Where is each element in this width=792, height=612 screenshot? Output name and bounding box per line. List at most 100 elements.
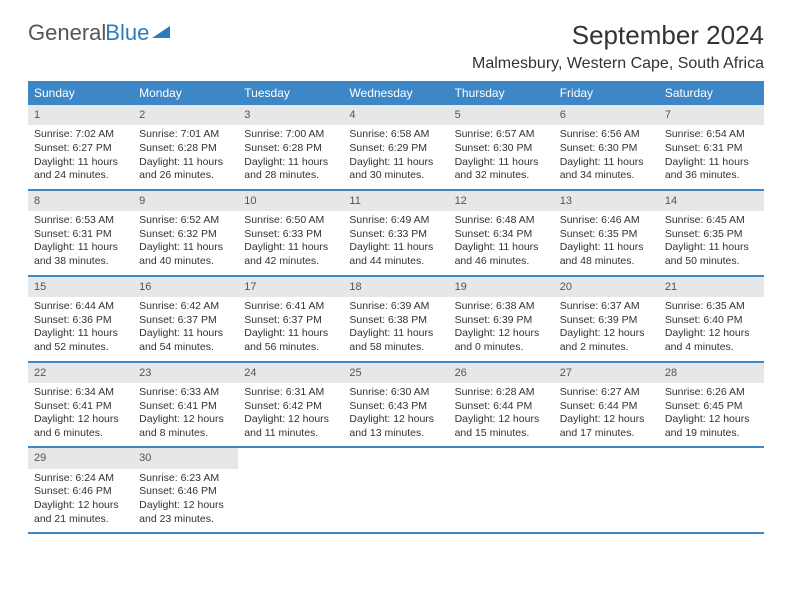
sunset-line: Sunset: 6:37 PM <box>139 314 232 328</box>
day-cell: 6Sunrise: 6:56 AMSunset: 6:30 PMDaylight… <box>554 105 659 189</box>
sunrise-line: Sunrise: 7:02 AM <box>34 128 127 142</box>
day-number: 5 <box>449 105 554 125</box>
day-body: Sunrise: 6:58 AMSunset: 6:29 PMDaylight:… <box>343 125 448 189</box>
day-body: Sunrise: 6:42 AMSunset: 6:37 PMDaylight:… <box>133 297 238 361</box>
sunrise-line: Sunrise: 6:49 AM <box>349 214 442 228</box>
sunrise-line: Sunrise: 6:39 AM <box>349 300 442 314</box>
sunrise-line: Sunrise: 6:31 AM <box>244 386 337 400</box>
location-subtitle: Malmesbury, Western Cape, South Africa <box>472 55 764 73</box>
daylight-line: Daylight: 11 hours and 44 minutes. <box>349 241 442 268</box>
day-body: Sunrise: 7:02 AMSunset: 6:27 PMDaylight:… <box>28 125 133 189</box>
dow-label: Monday <box>133 81 238 105</box>
daylight-line: Daylight: 12 hours and 11 minutes. <box>244 413 337 440</box>
day-number: 18 <box>343 277 448 297</box>
daylight-line: Daylight: 12 hours and 8 minutes. <box>139 413 232 440</box>
daylight-line: Daylight: 11 hours and 38 minutes. <box>34 241 127 268</box>
sunset-line: Sunset: 6:42 PM <box>244 400 337 414</box>
day-body: Sunrise: 6:57 AMSunset: 6:30 PMDaylight:… <box>449 125 554 189</box>
daylight-line: Daylight: 11 hours and 28 minutes. <box>244 156 337 183</box>
day-cell: 16Sunrise: 6:42 AMSunset: 6:37 PMDayligh… <box>133 277 238 361</box>
daylight-line: Daylight: 11 hours and 54 minutes. <box>139 327 232 354</box>
day-cell <box>449 448 554 532</box>
day-cell: 11Sunrise: 6:49 AMSunset: 6:33 PMDayligh… <box>343 191 448 275</box>
day-cell: 27Sunrise: 6:27 AMSunset: 6:44 PMDayligh… <box>554 363 659 447</box>
sunrise-line: Sunrise: 6:35 AM <box>665 300 758 314</box>
day-cell: 28Sunrise: 6:26 AMSunset: 6:45 PMDayligh… <box>659 363 764 447</box>
sunset-line: Sunset: 6:36 PM <box>34 314 127 328</box>
day-cell: 18Sunrise: 6:39 AMSunset: 6:38 PMDayligh… <box>343 277 448 361</box>
day-body: Sunrise: 6:46 AMSunset: 6:35 PMDaylight:… <box>554 211 659 275</box>
daylight-line: Daylight: 11 hours and 30 minutes. <box>349 156 442 183</box>
day-cell: 30Sunrise: 6:23 AMSunset: 6:46 PMDayligh… <box>133 448 238 532</box>
day-body: Sunrise: 6:31 AMSunset: 6:42 PMDaylight:… <box>238 383 343 447</box>
day-cell: 7Sunrise: 6:54 AMSunset: 6:31 PMDaylight… <box>659 105 764 189</box>
sunrise-line: Sunrise: 7:00 AM <box>244 128 337 142</box>
sunset-line: Sunset: 6:45 PM <box>665 400 758 414</box>
day-cell <box>343 448 448 532</box>
day-number: 17 <box>238 277 343 297</box>
day-body: Sunrise: 6:54 AMSunset: 6:31 PMDaylight:… <box>659 125 764 189</box>
sunrise-line: Sunrise: 6:37 AM <box>560 300 653 314</box>
daylight-line: Daylight: 11 hours and 34 minutes. <box>560 156 653 183</box>
day-body: Sunrise: 6:49 AMSunset: 6:33 PMDaylight:… <box>343 211 448 275</box>
day-body: Sunrise: 6:56 AMSunset: 6:30 PMDaylight:… <box>554 125 659 189</box>
daylight-line: Daylight: 12 hours and 13 minutes. <box>349 413 442 440</box>
day-number: 23 <box>133 363 238 383</box>
day-body: Sunrise: 6:53 AMSunset: 6:31 PMDaylight:… <box>28 211 133 275</box>
sunset-line: Sunset: 6:28 PM <box>139 142 232 156</box>
sunset-line: Sunset: 6:41 PM <box>139 400 232 414</box>
day-number: 19 <box>449 277 554 297</box>
day-cell: 19 Sunrise: 6:38 AMSunset: 6:39 PMDayligh… <box>449 277 554 361</box>
day-number: 14 <box>659 191 764 211</box>
sunrise-line: Sunrise: 6:34 AM <box>34 386 127 400</box>
day-number: 27 <box>554 363 659 383</box>
daylight-line: Daylight: 12 hours and 4 minutes. <box>665 327 758 354</box>
day-body: Sunrise: 6:44 AMSunset: 6:36 PMDaylight:… <box>28 297 133 361</box>
day-cell <box>554 448 659 532</box>
day-number: 1 <box>28 105 133 125</box>
daylight-line: Daylight: 11 hours and 40 minutes. <box>139 241 232 268</box>
day-cell: 12Sunrise: 6:48 AMSunset: 6:34 PMDayligh… <box>449 191 554 275</box>
brand-general: General <box>28 20 106 46</box>
sunrise-line: Sunrise: 6:42 AM <box>139 300 232 314</box>
dow-label: Sunday <box>28 81 133 105</box>
day-number: 30 <box>133 448 238 468</box>
day-cell: 24Sunrise: 6:31 AMSunset: 6:42 PMDayligh… <box>238 363 343 447</box>
sunset-line: Sunset: 6:39 PM <box>455 314 548 328</box>
sunrise-line: Sunrise: 6:50 AM <box>244 214 337 228</box>
week-row: 15Sunrise: 6:44 AMSunset: 6:36 PMDayligh… <box>28 277 764 363</box>
sunset-line: Sunset: 6:31 PM <box>665 142 758 156</box>
sunrise-line: Sunrise: 6:26 AM <box>665 386 758 400</box>
week-row: 8Sunrise: 6:53 AMSunset: 6:31 PMDaylight… <box>28 191 764 277</box>
day-number: 16 <box>133 277 238 297</box>
sunset-line: Sunset: 6:44 PM <box>560 400 653 414</box>
day-number: 7 <box>659 105 764 125</box>
triangle-icon <box>152 26 170 38</box>
sunrise-line: Sunrise: 6:53 AM <box>34 214 127 228</box>
daylight-line: Daylight: 12 hours and 2 minutes. <box>560 327 653 354</box>
calendar-page: GeneralBlue September 2024 Malmesbury, W… <box>0 0 792 554</box>
daylight-line: Daylight: 12 hours and 19 minutes. <box>665 413 758 440</box>
day-cell: 20Sunrise: 6:37 AMSunset: 6:39 PMDayligh… <box>554 277 659 361</box>
day-body: Sunrise: 6:39 AMSunset: 6:38 PMDaylight:… <box>343 297 448 361</box>
day-body: Sunrise: 6:33 AMSunset: 6:41 PMDaylight:… <box>133 383 238 447</box>
day-number: 2 <box>133 105 238 125</box>
sunset-line: Sunset: 6:31 PM <box>34 228 127 242</box>
week-row: 1Sunrise: 7:02 AMSunset: 6:27 PMDaylight… <box>28 105 764 191</box>
sunrise-line: Sunrise: 6:57 AM <box>455 128 548 142</box>
day-number: 29 <box>28 448 133 468</box>
day-cell: 21Sunrise: 6:35 AMSunset: 6:40 PMDayligh… <box>659 277 764 361</box>
sunrise-line: Sunrise: 6:38 AM <box>455 300 548 314</box>
day-body: Sunrise: 6:45 AMSunset: 6:35 PMDaylight:… <box>659 211 764 275</box>
day-cell: 5Sunrise: 6:57 AMSunset: 6:30 PMDaylight… <box>449 105 554 189</box>
daylight-line: Daylight: 12 hours and 0 minutes. <box>455 327 548 354</box>
day-number: 4 <box>343 105 448 125</box>
sunrise-line: Sunrise: 6:28 AM <box>455 386 548 400</box>
sunset-line: Sunset: 6:38 PM <box>349 314 442 328</box>
weeks-container: 1Sunrise: 7:02 AMSunset: 6:27 PMDaylight… <box>28 105 764 534</box>
day-cell: 8Sunrise: 6:53 AMSunset: 6:31 PMDaylight… <box>28 191 133 275</box>
daylight-line: Daylight: 11 hours and 50 minutes. <box>665 241 758 268</box>
day-number: 21 <box>659 277 764 297</box>
day-body: Sunrise: 6:26 AMSunset: 6:45 PMDaylight:… <box>659 383 764 447</box>
daylight-line: Daylight: 11 hours and 56 minutes. <box>244 327 337 354</box>
